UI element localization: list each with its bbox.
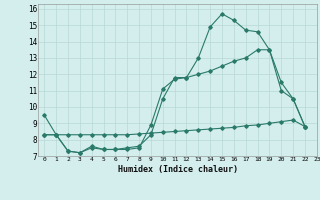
X-axis label: Humidex (Indice chaleur): Humidex (Indice chaleur) [118,165,238,174]
